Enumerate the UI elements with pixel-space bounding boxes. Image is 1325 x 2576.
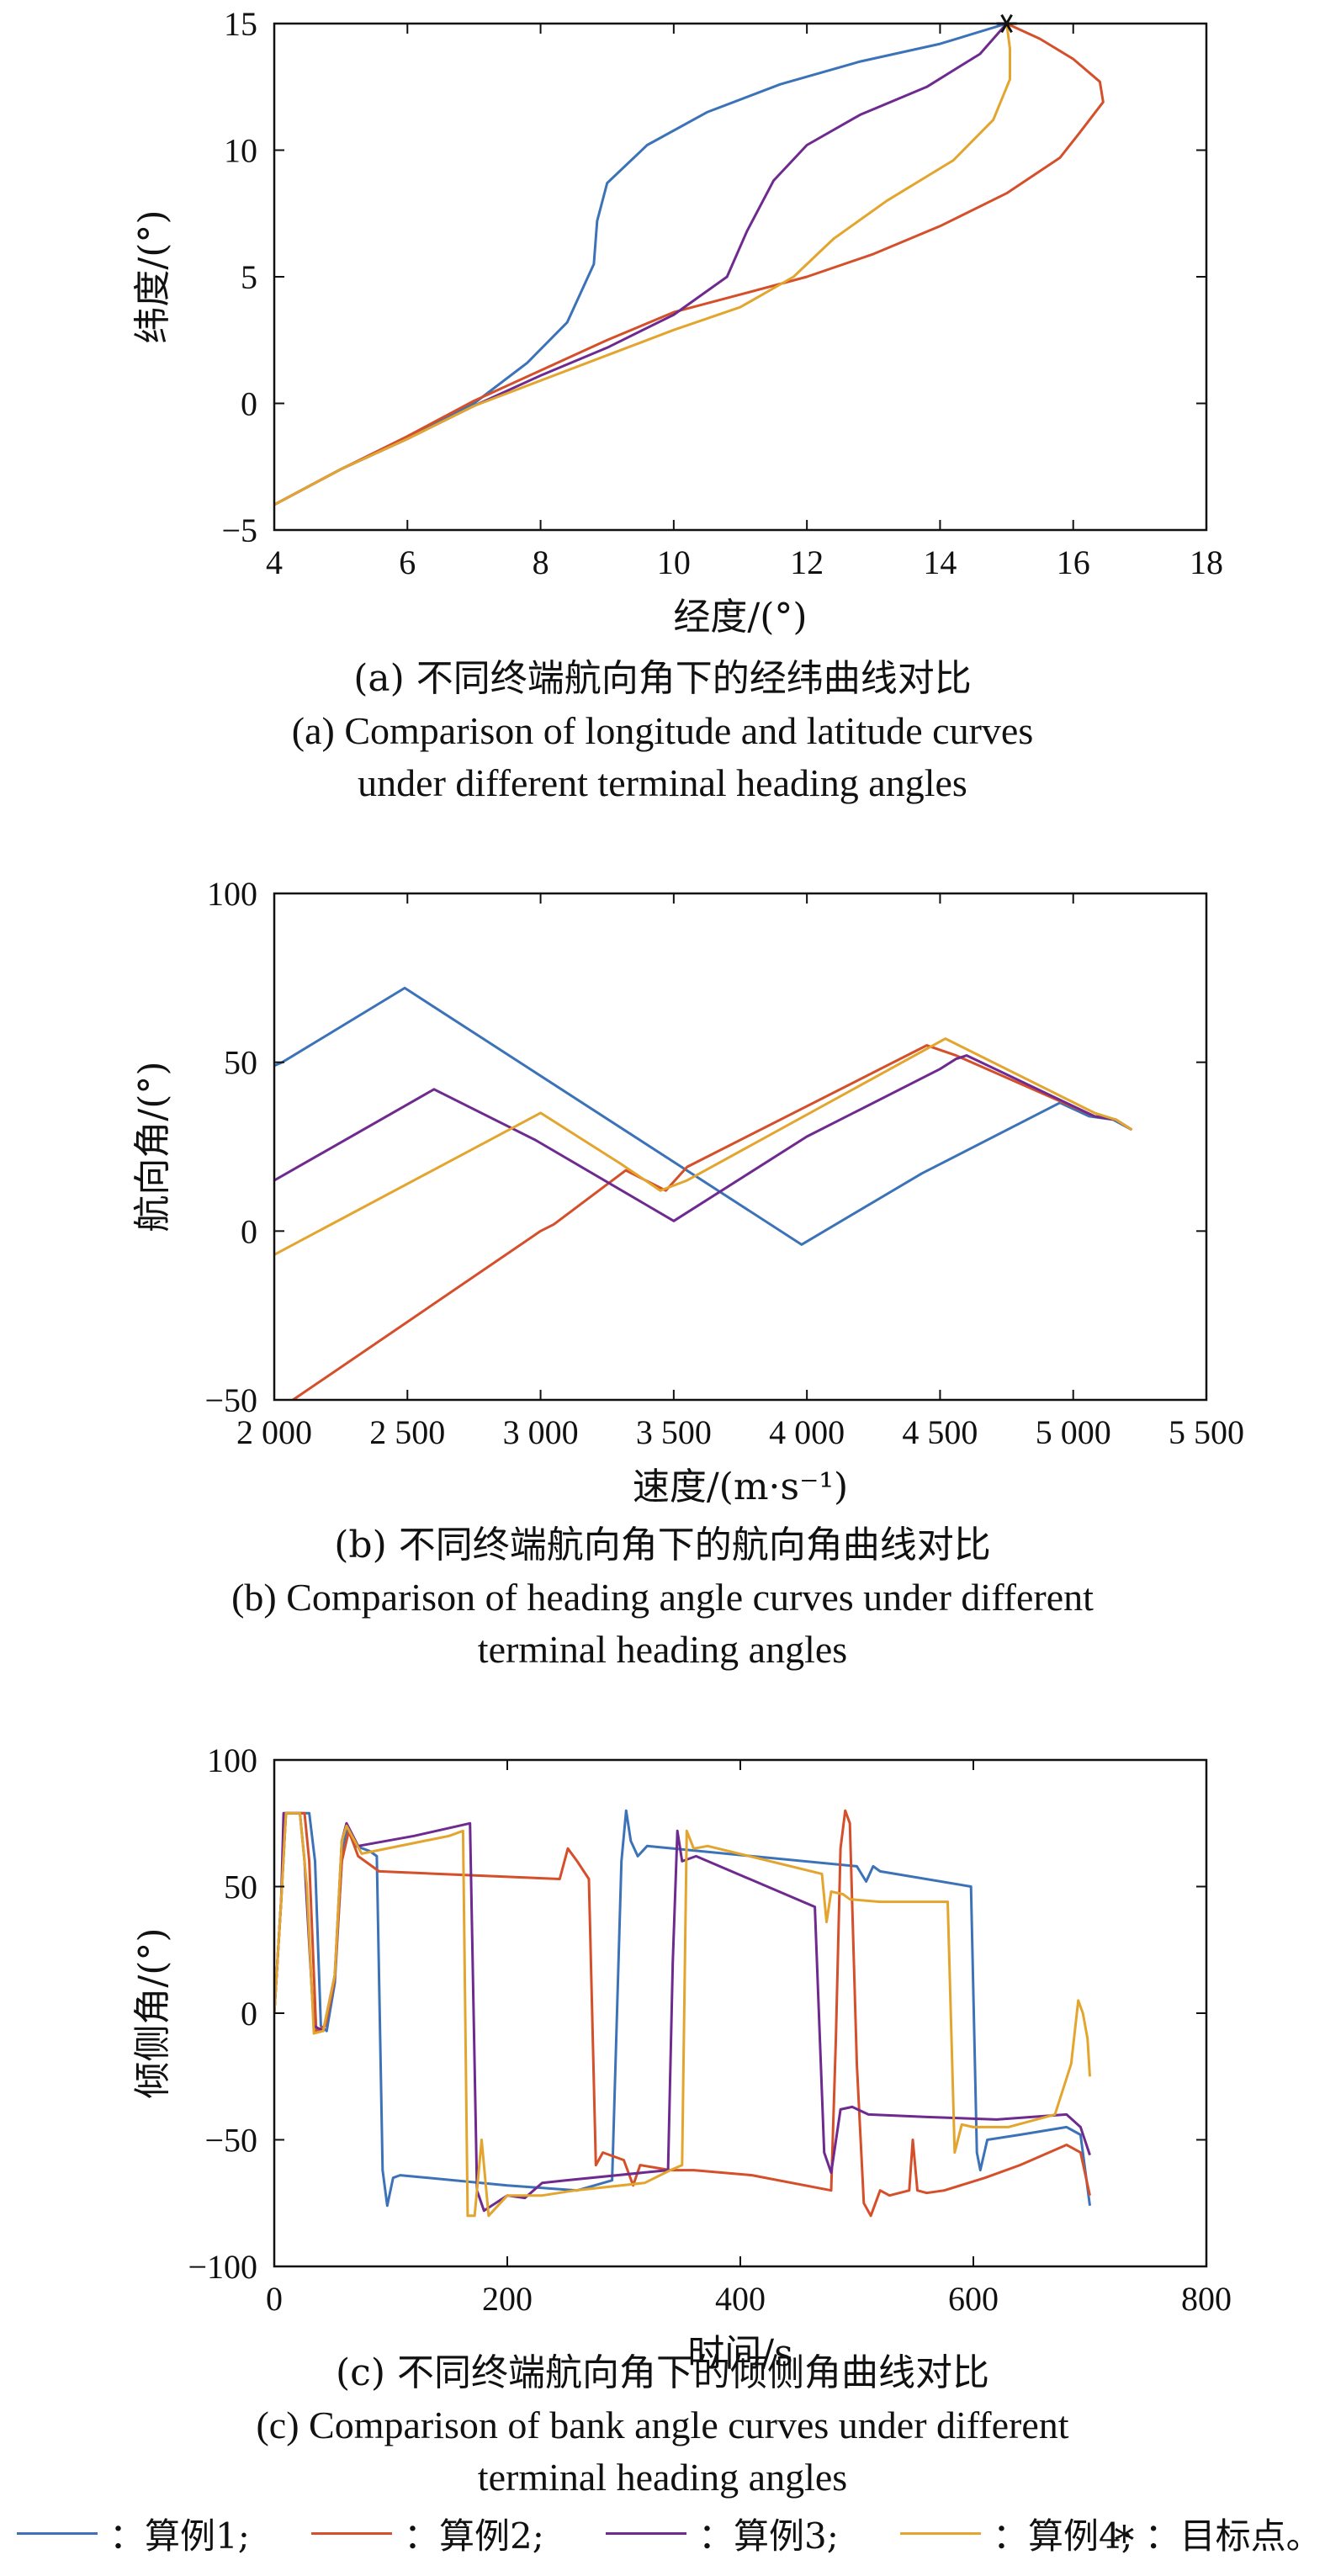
x-tick-label-b: 4 000 [769, 1413, 845, 1451]
legend-item-target: ∗ ：目标点。 [1110, 2504, 1322, 2563]
legend-label-case4: ：算例4; [993, 2515, 1133, 2557]
x-tick-label-a: 18 [1190, 543, 1223, 581]
caption-c: (c) 不同终端航向角下的倾侧角曲线对比 (c) Comparison of b… [0, 2347, 1325, 2504]
x-tick-label-b: 5 500 [1169, 1413, 1244, 1451]
y-tick-label-c: 0 [241, 1995, 257, 2033]
y-tick-label-c: −50 [204, 2122, 257, 2160]
y-tick-label-b: 100 [207, 875, 257, 913]
x-tick-label-b: 2 000 [236, 1413, 312, 1451]
y-tick-label-b: 50 [224, 1044, 257, 1082]
y-axis-label-a: 纬度/(°) [131, 209, 174, 343]
x-tick-label-a: 16 [1057, 543, 1090, 581]
legend: ：算例1; ：算例2; ：算例3; ：算例4; ∗ ：目标点。 [17, 2504, 1322, 2563]
caption-a-zh: (a) 不同终端航向角下的经纬曲线对比 [353, 657, 972, 700]
target-point-marker [996, 13, 1017, 34]
x-tick-label-b: 3 500 [636, 1413, 712, 1451]
caption-b-zh: (b) 不同终端航向角下的航向角曲线对比 [334, 1524, 991, 1566]
caption-a-en-1: (a) Comparison of longitude and latitude… [291, 709, 1034, 752]
y-tick-label-a: −5 [221, 511, 257, 549]
y-tick-label-a: 10 [224, 132, 257, 170]
legend-label-case1: ：算例1; [109, 2515, 250, 2557]
y-tick-label-a: 5 [241, 258, 257, 296]
y-tick-label-c: −100 [188, 2248, 257, 2286]
legend-label-case3: ：算例3; [698, 2515, 839, 2557]
plot-frame-b [273, 892, 1208, 1402]
y-tick-label-b: 0 [241, 1212, 257, 1250]
legend-swatch-case1 [17, 2531, 98, 2535]
series-line-a-case1 [274, 24, 1008, 506]
legend-label-target: ：目标点。 [1144, 2515, 1322, 2557]
y-axis-label-c: 倾侧角/(°) [131, 1927, 174, 2098]
x-axis-label-c: 时间/s [687, 2332, 792, 2375]
x-tick-label-a: 4 [266, 543, 283, 581]
y-tick-label-a: 15 [224, 5, 257, 43]
x-tick-label-b: 5 000 [1036, 1413, 1111, 1451]
y-tick-label-b: −50 [204, 1381, 257, 1419]
x-tick-label-c: 0 [266, 2280, 283, 2318]
x-tick-label-b: 3 000 [503, 1413, 579, 1451]
legend-label-case2: ：算例2; [404, 2515, 544, 2557]
x-tick-label-c: 600 [948, 2280, 999, 2318]
caption-b-en-2: terminal heading angles [477, 1628, 848, 1671]
y-axis-label-b: 航向角/(°) [131, 1061, 174, 1232]
chart-panel-c: 0 200 400 600 800 −100 −50 0 50 100 时间/s 倾侧角/(°) [131, 1741, 1232, 2375]
x-axis-label-a: 经度/(°) [673, 596, 807, 639]
x-tick-label-c: 200 [482, 2280, 533, 2318]
caption-b: (b) 不同终端航向角下的航向角曲线对比 (b) Comparison of h… [0, 1519, 1325, 1676]
caption-a: (a) 不同终端航向角下的经纬曲线对比 (a) Comparison of lo… [0, 653, 1325, 809]
x-tick-label-b: 4 500 [902, 1413, 978, 1451]
y-tick-label-c: 100 [207, 1741, 257, 1779]
x-tick-label-a: 14 [923, 543, 957, 581]
x-tick-label-b: 2 500 [369, 1413, 445, 1451]
chart-panel-a: 4 6 8 10 12 14 16 18 −5 0 5 10 15 经度/(°) 纬度/(°) [131, 5, 1223, 639]
series-line-a-case4 [274, 24, 1011, 506]
legend-swatch-case4 [900, 2531, 981, 2535]
x-axis-label-b: 速度/(m·s⁻¹) [633, 1466, 848, 1508]
series-line-c-case3 [274, 1811, 1091, 2213]
x-tick-label-a: 12 [790, 543, 824, 581]
caption-c-en-2: terminal heading angles [477, 2456, 848, 2499]
x-tick-label-c: 400 [715, 2280, 766, 2318]
legend-item-case1: ：算例1; [17, 2504, 250, 2563]
series-line-c-case4 [274, 1811, 1091, 2218]
legend-target-symbol: ∗ [1110, 2510, 1138, 2557]
legend-item-case3: ：算例3; [606, 2504, 839, 2563]
series-line-a-case2 [274, 24, 1105, 506]
series-line-b-case1 [274, 986, 1133, 1246]
caption-c-zh: (c) 不同终端航向角下的倾侧角曲线对比 [336, 2351, 989, 2394]
y-tick-label-c: 50 [224, 1868, 257, 1906]
legend-item-case2: ：算例2; [311, 2504, 544, 2563]
x-tick-label-a: 8 [533, 543, 549, 581]
caption-a-en-2: under different terminal heading angles [358, 761, 967, 804]
y-tick-label-a: 0 [241, 385, 257, 423]
caption-b-en-1: (b) Comparison of heading angle curves u… [231, 1576, 1094, 1619]
caption-c-en-1: (c) Comparison of bank angle curves unde… [256, 2404, 1069, 2446]
legend-swatch-case3 [606, 2531, 686, 2535]
x-tick-label-a: 6 [399, 543, 416, 581]
series-line-b-case3 [274, 1054, 1133, 1222]
x-tick-label-a: 10 [657, 543, 691, 581]
legend-item-case4: ：算例4; [900, 2504, 1133, 2563]
x-tick-label-c: 800 [1181, 2280, 1232, 2318]
series-line-b-case4 [274, 1037, 1133, 1256]
legend-swatch-case2 [311, 2531, 392, 2535]
series-line-a-case3 [274, 24, 1008, 506]
chart-panel-b: 2 000 2 500 3 000 3 500 4 000 4 500 5 000 5 500… [131, 875, 1244, 1508]
